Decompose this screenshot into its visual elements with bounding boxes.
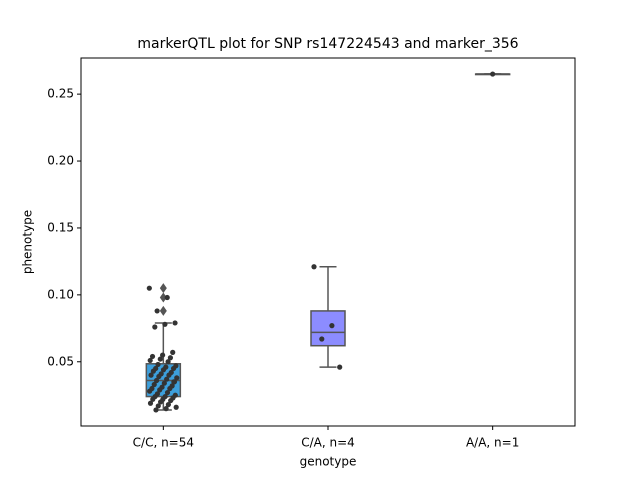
strip-point [329,323,335,329]
strip-point [149,353,156,360]
strip-point [154,308,160,314]
strip-point [153,407,159,413]
strip-point [157,387,163,393]
chart-title: markerQTL plot for SNP rs147224543 and m… [137,36,518,52]
strip-point [172,320,178,326]
strip-point [165,401,171,408]
strip-point [173,404,179,410]
strip-point [171,379,177,385]
y-tick-label: 0.25 [47,87,74,101]
strip-point [164,294,170,301]
strip-point [161,380,167,386]
strip-point [311,264,317,270]
strip-point [167,355,174,361]
x-tick-label: C/C, n=54 [133,436,194,450]
outlier [159,283,167,294]
strip-point [155,403,161,409]
strip-point [150,368,156,374]
strip-point [160,367,167,373]
strip-point [174,375,180,381]
outlier [159,292,167,303]
y-axis-label: phenotype [21,210,35,274]
strip-point [150,396,156,402]
strip-point [490,71,496,77]
strip-point [337,364,343,370]
strip-point [147,400,154,406]
strip-point [146,285,152,291]
strip-point [152,324,158,330]
strip-point [168,397,174,404]
x-axis-label: genotype [300,455,357,469]
box [310,310,346,347]
strip-point [155,361,161,368]
strip-point [164,389,171,396]
strip-point [160,352,166,358]
y-tick-label: 0.15 [47,220,74,234]
strip-point [170,349,176,355]
y-tick-label: 0.20 [47,154,74,168]
strip-point [156,373,162,380]
strip-point [165,359,171,365]
strip-point [167,385,173,392]
x-tick-label: C/A, n=4 [301,436,355,450]
strip-point [162,321,168,327]
strip-point [157,399,164,405]
plot-frame [80,57,576,427]
x-tick-label: A/A, n=1 [466,436,519,450]
strip-point [151,381,157,388]
strip-point [170,365,177,372]
strip-point [319,336,325,342]
y-tick-label: 0.10 [47,287,74,301]
strip-point [164,376,170,382]
strip-point [163,406,169,412]
outlier [159,305,167,316]
y-tick-label: 0.05 [47,354,74,368]
strip-point [148,372,154,378]
strip-point [166,372,172,378]
strip-point [147,388,153,394]
strip-point [147,357,153,364]
strip-point [157,356,163,362]
strip-point [153,377,160,384]
